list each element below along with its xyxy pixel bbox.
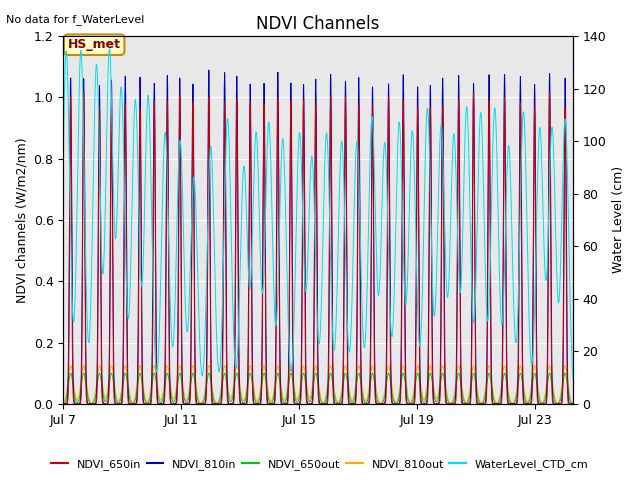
Text: HS_met: HS_met [68,38,121,51]
Title: NDVI Channels: NDVI Channels [257,15,380,33]
Y-axis label: Water Level (cm): Water Level (cm) [612,167,625,274]
Y-axis label: NDVI channels (W/m2/nm): NDVI channels (W/m2/nm) [15,137,28,303]
Text: No data for f_WaterLevel: No data for f_WaterLevel [6,14,145,25]
Legend: NDVI_650in, NDVI_810in, NDVI_650out, NDVI_810out, WaterLevel_CTD_cm: NDVI_650in, NDVI_810in, NDVI_650out, NDV… [47,455,593,474]
